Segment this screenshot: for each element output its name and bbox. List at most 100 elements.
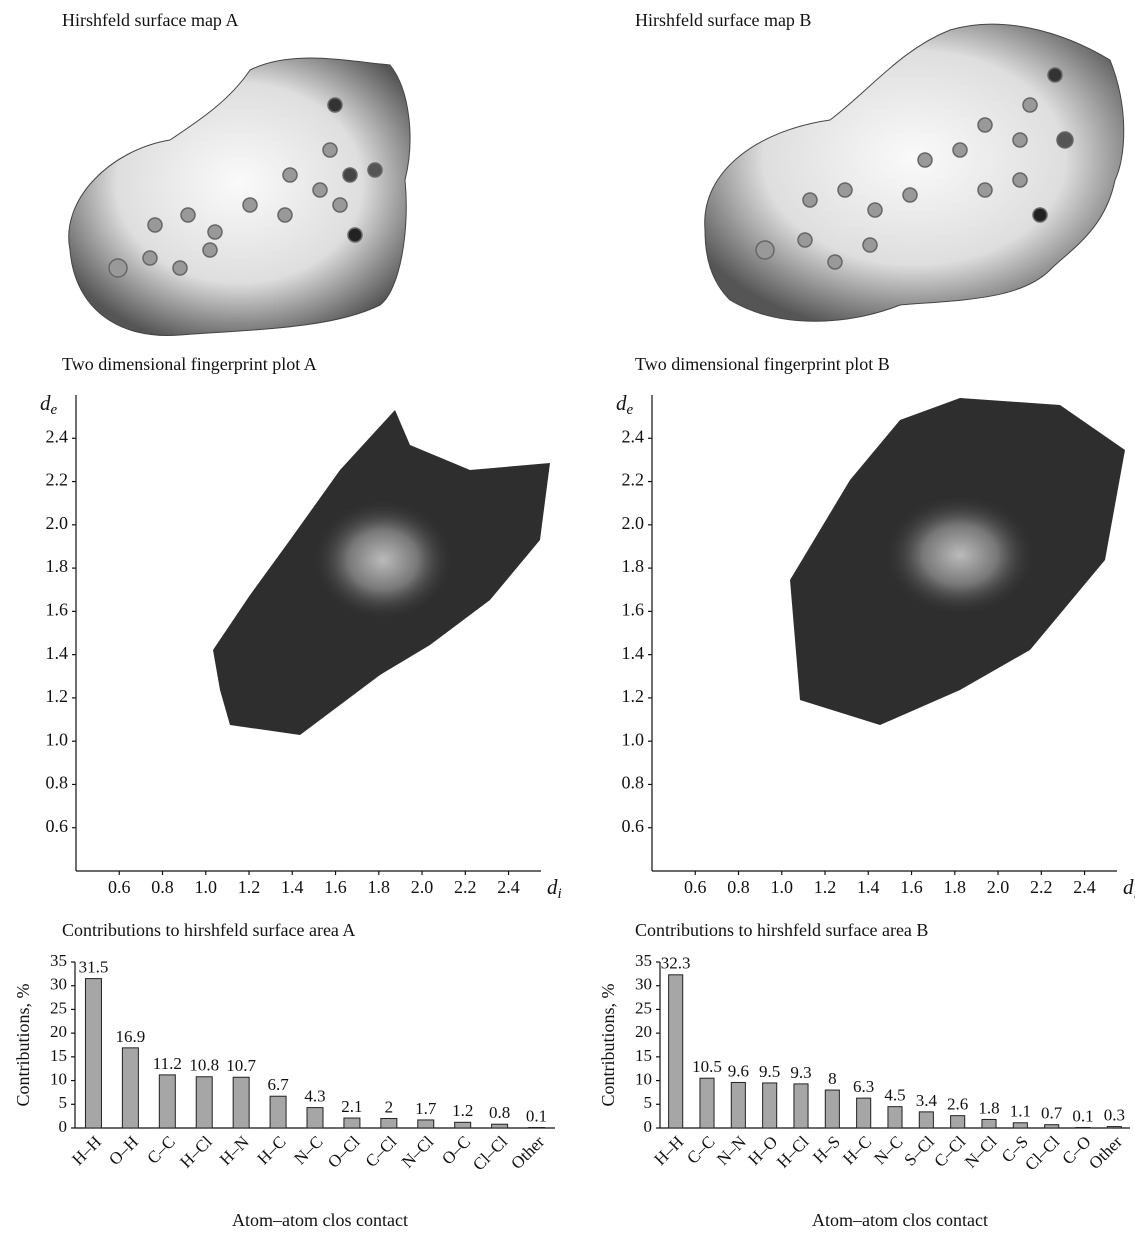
bar [417, 1119, 435, 1129]
x-axis-label: di [547, 875, 562, 903]
x-tick-label: Cl–Cl [469, 1132, 511, 1174]
x-tick-label: N–C [870, 1132, 906, 1168]
y-tick-label: 15 [50, 1046, 67, 1065]
y-tick-label: 0.8 [622, 773, 645, 793]
x-tick-label: 2.4 [497, 877, 520, 897]
y-tick-label: 20 [635, 1022, 652, 1041]
x-tick-label: 0.6 [684, 877, 707, 897]
x-tick-label: H–H [650, 1132, 687, 1169]
y-axis-label: Contributions, % [13, 983, 33, 1106]
value-label: 0.7 [1041, 1104, 1063, 1123]
value-label: 16.9 [116, 1027, 146, 1046]
y-tick-label: 30 [50, 975, 67, 994]
x-tick-label: N–N [713, 1132, 750, 1169]
y-tick-label: 1.0 [46, 729, 69, 749]
x-tick-label: O–C [438, 1132, 474, 1168]
bar [343, 1117, 361, 1129]
bar [84, 978, 102, 1129]
y-tick-label: 35 [635, 951, 652, 970]
bar [1012, 1122, 1028, 1129]
y-tick-label: 5 [644, 1093, 653, 1112]
y-label-subscript: e [51, 402, 58, 418]
y-tick-label: 2.2 [622, 470, 645, 490]
bar [793, 1083, 809, 1129]
y-tick-label: 1.6 [46, 599, 69, 619]
y-tick-label: 25 [50, 998, 67, 1017]
x-tick-label: 2.2 [454, 877, 477, 897]
value-label: 10.5 [692, 1057, 722, 1076]
value-label: 1.7 [415, 1099, 437, 1118]
chart-title: Contributions to hirshfeld surface area … [635, 920, 928, 940]
y-tick-label: 15 [635, 1046, 652, 1065]
bar [306, 1107, 324, 1129]
x-tick-label: S–Cl [900, 1132, 938, 1170]
surface-title: Hirshfeld surface map A [62, 10, 238, 30]
x-tick-label: 1.0 [195, 877, 218, 897]
x-tick-label: O–H [105, 1132, 142, 1169]
x-tick-label: 0.8 [151, 877, 174, 897]
y-label-symbol: d [616, 391, 627, 415]
x-tick-label: 1.8 [368, 877, 391, 897]
x-label-subscript: i [1134, 886, 1135, 902]
x-tick-label: 0.6 [108, 877, 131, 897]
bar [269, 1095, 287, 1129]
y-axis-label: Contributions, % [598, 983, 618, 1106]
x-tick-label: 2.4 [1073, 877, 1096, 897]
x-tick-label: H–Cl [176, 1132, 216, 1172]
x-label-symbol: d [547, 875, 558, 899]
y-label-symbol: d [40, 391, 51, 415]
x-tick-label: 1.4 [857, 877, 880, 897]
x-label-symbol: d [1123, 875, 1134, 899]
x-axis-label: Atom–atom clos contact [812, 1210, 988, 1230]
y-tick-label: 2.0 [46, 513, 69, 533]
bar [1106, 1126, 1122, 1129]
value-label: 1.8 [978, 1098, 999, 1117]
x-tick-label: 1.0 [771, 877, 794, 897]
x-tick-label: 0.8 [727, 877, 750, 897]
x-tick-label: 1.6 [324, 877, 347, 897]
x-tick-label: 2.2 [1030, 877, 1053, 897]
bar [454, 1121, 472, 1129]
x-tick-label: Other [507, 1132, 548, 1173]
value-label: 10.7 [226, 1056, 256, 1075]
y-tick-label: 30 [635, 975, 652, 994]
x-tick-label: H–O [744, 1132, 781, 1169]
value-label: 2.1 [341, 1097, 362, 1116]
value-label: 0.8 [489, 1103, 510, 1122]
y-tick-label: 1.8 [46, 556, 69, 576]
y-tick-label: 2.2 [46, 470, 69, 490]
value-label: 6.3 [853, 1077, 874, 1096]
value-label: 9.3 [790, 1063, 811, 1082]
y-tick-label: 0.8 [46, 773, 69, 793]
x-tick-label: H–S [809, 1132, 844, 1167]
bar [981, 1118, 997, 1129]
surface-map-b [704, 23, 1125, 322]
x-tick-label: N–Cl [961, 1132, 1001, 1172]
bar [1044, 1124, 1060, 1129]
fingerprint-cloud-b [790, 398, 1125, 725]
value-label: 0.1 [526, 1106, 547, 1125]
x-tick-label: H–Cl [773, 1132, 813, 1172]
y-tick-label: 1.2 [622, 686, 645, 706]
value-label: 10.8 [189, 1056, 219, 1075]
x-tick-label: C–Cl [930, 1132, 969, 1171]
y-axis-label: de [40, 391, 58, 419]
x-tick-label: Cl–Cl [1021, 1132, 1063, 1174]
bar [950, 1115, 966, 1129]
surface-map-a [68, 57, 411, 337]
y-tick-label: 1.2 [46, 686, 69, 706]
x-label-subscript: i [558, 886, 562, 902]
bar [232, 1076, 250, 1129]
y-tick-label: 1.8 [622, 556, 645, 576]
y-tick-label: 10 [50, 1069, 67, 1088]
y-tick-label: 2.0 [622, 513, 645, 533]
y-label-subscript: e [627, 402, 634, 418]
bar [856, 1097, 872, 1129]
y-tick-label: 10 [635, 1069, 652, 1088]
value-label: 9.5 [759, 1062, 780, 1081]
y-tick-label: 2.4 [46, 426, 69, 446]
y-axis-label: de [616, 391, 634, 419]
x-tick-label: C–Cl [362, 1132, 401, 1171]
value-label: 0.1 [1072, 1106, 1093, 1125]
